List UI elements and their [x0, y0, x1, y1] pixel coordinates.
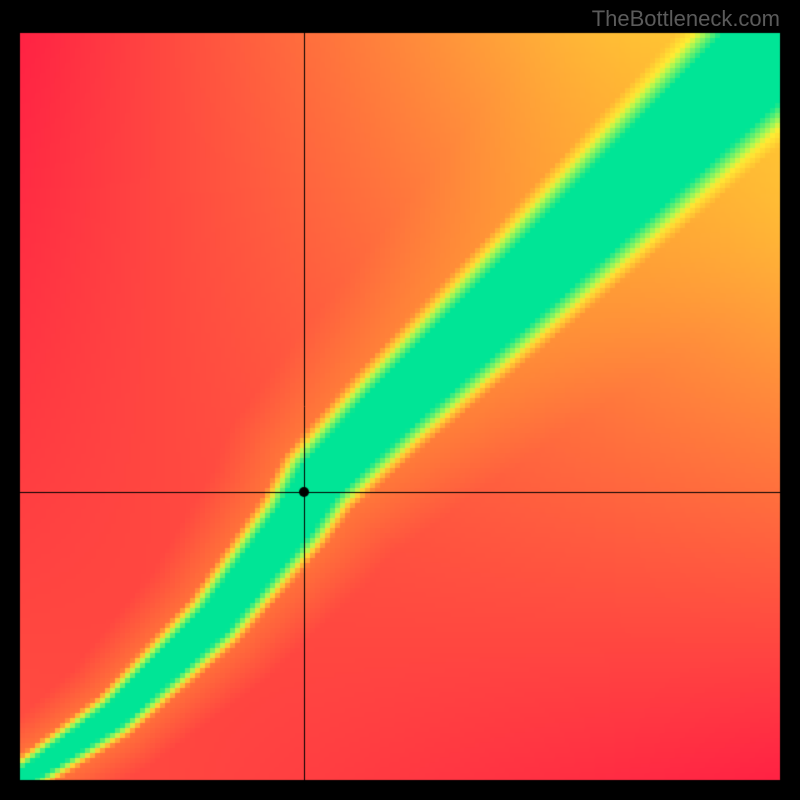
heatmap-canvas	[0, 0, 800, 800]
chart-container: TheBottleneck.com	[0, 0, 800, 800]
watermark-text: TheBottleneck.com	[592, 6, 780, 32]
